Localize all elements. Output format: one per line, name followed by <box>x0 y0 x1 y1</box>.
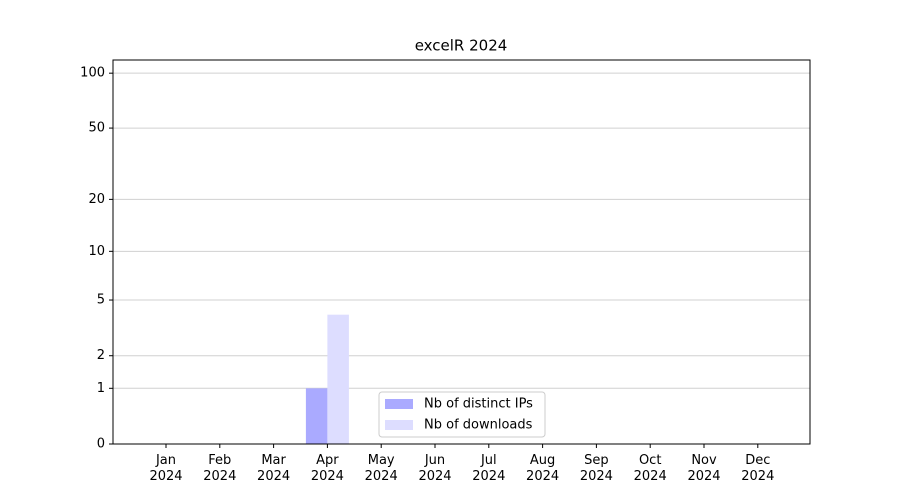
legend-label: Nb of distinct IPs <box>424 397 533 412</box>
chart-title: excelR 2024 <box>415 37 508 55</box>
bar <box>327 314 349 444</box>
bar <box>305 388 328 444</box>
y-tick-label: 5 <box>97 293 105 308</box>
y-tick-label: 1 <box>97 381 105 396</box>
x-tick-label: Oct 2024 <box>633 453 667 484</box>
y-tick-label: 100 <box>80 66 105 81</box>
x-tick-label: Feb 2024 <box>203 453 237 484</box>
plot-frame <box>112 59 811 445</box>
y-tick-label: 2 <box>97 348 105 363</box>
x-tick-label: Jun 2024 <box>418 453 452 484</box>
legend-label: Nb of downloads <box>424 418 533 433</box>
x-tick-label: Aug 2024 <box>526 453 560 484</box>
legend-swatch <box>385 399 413 409</box>
x-tick-label: Dec 2024 <box>741 453 775 484</box>
y-tick-label: 20 <box>88 192 105 207</box>
x-tick-label: Sep 2024 <box>579 453 613 484</box>
legend-swatch <box>385 420 413 430</box>
x-tick-label: May 2024 <box>364 453 398 484</box>
x-tick-label: Jan 2024 <box>149 453 183 484</box>
y-tick-label: 50 <box>88 121 105 136</box>
x-tick-label: Apr 2024 <box>310 453 344 484</box>
y-tick-label: 10 <box>88 244 105 259</box>
y-tick-label: 0 <box>97 437 105 452</box>
x-tick-label: Jul 2024 <box>472 453 506 484</box>
legend-box <box>378 391 546 438</box>
legend: Nb of distinct IPs Nb of downloads <box>378 391 546 438</box>
x-tick-label: Nov 2024 <box>687 453 721 484</box>
x-tick-label: Mar 2024 <box>257 453 291 484</box>
